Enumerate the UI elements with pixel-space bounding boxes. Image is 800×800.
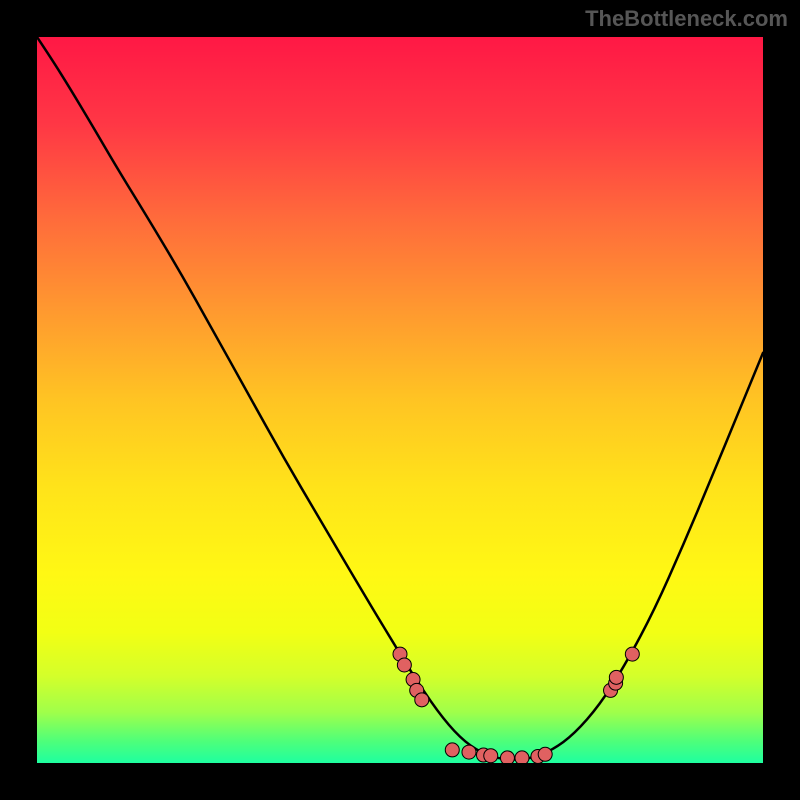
chart-plot-area <box>37 37 763 763</box>
scatter-point <box>515 751 529 763</box>
scatter-point <box>484 749 498 763</box>
scatter-point <box>415 693 429 707</box>
scatter-point <box>445 743 459 757</box>
watermark-text: TheBottleneck.com <box>585 6 788 32</box>
scatter-point <box>609 670 623 684</box>
bottleneck-chart <box>37 37 763 763</box>
scatter-point <box>538 747 552 761</box>
scatter-point <box>462 745 476 759</box>
scatter-point <box>500 751 514 763</box>
scatter-point <box>625 647 639 661</box>
scatter-point <box>397 658 411 672</box>
